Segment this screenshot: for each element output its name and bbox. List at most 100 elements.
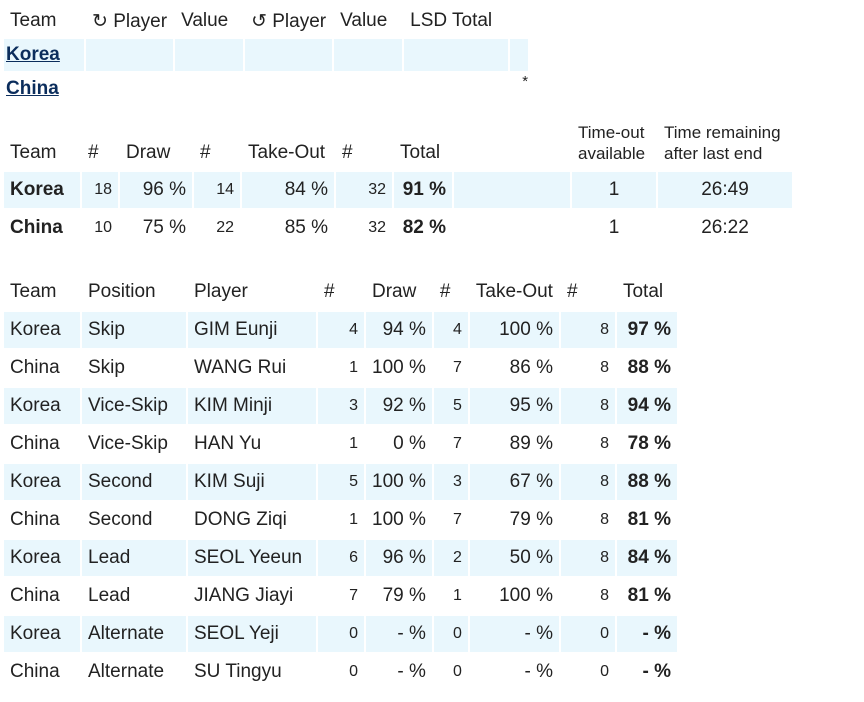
total-count: 32: [368, 219, 386, 236]
lsd-value-1: [175, 73, 243, 105]
total-count: 0: [600, 663, 609, 680]
total-pct: 88 %: [616, 464, 677, 500]
total-count: 8: [600, 511, 609, 528]
total-pct: 88 %: [627, 357, 671, 378]
teams-header-timeout: Time-out available: [572, 118, 656, 170]
team-name: Korea: [4, 172, 80, 208]
lsd-header-total: LSD Total: [410, 10, 493, 31]
player-name: SU Tingyu: [194, 661, 282, 682]
player-team: China: [10, 585, 60, 606]
players-header-takeout: Take-Out: [475, 281, 553, 302]
total-count: 8: [600, 435, 609, 452]
draw-pct: 96 %: [366, 540, 432, 576]
total-pct: 78 %: [627, 433, 671, 454]
takeout-pct: - %: [524, 661, 553, 682]
player-row: China Lead JIANG Jiayi 7 79 % 1 100 % 8 81 %: [4, 578, 677, 614]
takeout-count: 7: [452, 359, 462, 376]
lsd-header-value-1: Value: [181, 10, 229, 31]
team-link-china[interactable]: China: [6, 78, 59, 99]
player-position: Second: [88, 509, 153, 530]
lsd-player-1: [86, 39, 174, 71]
draw-pct: 92 %: [366, 388, 432, 424]
players-header-total: Total: [622, 281, 664, 302]
draw-pct: - %: [397, 661, 426, 682]
takeout-count: 3: [433, 464, 468, 500]
player-row: Korea Second KIM Suji 5 100 % 3 67 % 8 88 %: [4, 464, 677, 500]
player-position: Alternate: [82, 616, 186, 652]
team-name: China: [10, 217, 63, 238]
draw-count: 1: [349, 511, 358, 528]
total-count: 8: [560, 540, 615, 576]
timeout-line-2: available: [578, 144, 646, 163]
player-row: Korea Lead SEOL Yeeun 6 96 % 2 50 % 8 84 %: [4, 540, 677, 576]
player-team: China: [10, 509, 60, 530]
takeout-pct: 67 %: [469, 464, 559, 500]
player-position: Vice-Skip: [88, 433, 168, 454]
total-pct: 84 %: [616, 540, 677, 576]
player-row: China Second DONG Ziqi 1 100 % 7 79 % 8 81 %: [4, 502, 677, 538]
spacer-cell: [454, 210, 570, 246]
takeout-count: 7: [452, 511, 462, 528]
lsd-marker: *: [522, 73, 529, 90]
players-header-player: Player: [194, 281, 248, 302]
lsd-value-2: [334, 73, 402, 105]
total-count: 8: [560, 388, 615, 424]
takeout-pct: 100 %: [469, 312, 559, 348]
player-row: China Alternate SU Tingyu 0 - % 0 - % 0 - %: [4, 654, 677, 690]
lsd-header-player-counterclockwise: ↺ Player: [251, 10, 327, 32]
player-name: KIM Minji: [188, 388, 316, 424]
team-row: China 10 75 % 22 85 % 32 82 % 1 26:22: [4, 210, 792, 246]
timeout-available: 1: [608, 217, 620, 238]
takeout-count: 14: [194, 172, 240, 208]
draw-count: 1: [349, 435, 358, 452]
time-remaining-line-2: after last end: [664, 144, 763, 163]
player-team: China: [10, 433, 60, 454]
lsd-team-cell: Korea: [4, 39, 84, 71]
players-header-position: Position: [88, 281, 156, 302]
draw-pct: 100 %: [372, 357, 426, 378]
draw-pct: 94 %: [366, 312, 432, 348]
player-row: Korea Alternate SEOL Yeji 0- % 0- % 0- %: [4, 616, 677, 652]
lsd-player-2: [245, 73, 332, 105]
players-header-row: Team Position Player # Draw # Take-Out #…: [4, 274, 677, 310]
total-count: 32: [336, 172, 392, 208]
total-pct: 81 %: [627, 509, 671, 530]
players-header-takeout-count: #: [439, 281, 451, 302]
takeout-count: 0: [452, 663, 462, 680]
player-name: JIANG Jiayi: [194, 585, 294, 606]
player-row: China Vice-Skip HAN Yu 1 0 % 7 89 % 8 78 %: [4, 426, 677, 462]
player-team: Korea: [4, 464, 80, 500]
draw-count: 10: [94, 219, 112, 236]
draw-pct: 75 %: [142, 217, 186, 238]
draw-count: 5: [318, 464, 364, 500]
teams-header-takeout-count: #: [200, 142, 211, 163]
lsd-value-1: [175, 39, 244, 71]
timeout-line-1: Time-out: [578, 123, 645, 142]
lsd-player-1: [86, 73, 173, 105]
player-team: Korea: [4, 388, 80, 424]
player-team: Korea: [4, 616, 80, 652]
lsd-player-2: [245, 39, 333, 71]
takeout-pct: 85 %: [284, 217, 328, 238]
total-pct: - %: [616, 616, 677, 652]
teams-header-total: Total: [400, 142, 441, 163]
teams-header-takeout: Take-Out: [248, 142, 326, 163]
total-count: 8: [600, 587, 609, 604]
lsd-table: Team ↻ Player Value ↺ Player Value LSD T…: [2, 3, 530, 107]
total-count: 8: [600, 359, 609, 376]
player-position: Skip: [88, 357, 125, 378]
lsd-header-marker: [510, 5, 528, 37]
player-name: GIM Eunji: [188, 312, 316, 348]
lsd-header-team: Team: [10, 10, 57, 31]
team-link-korea[interactable]: Korea: [6, 44, 60, 65]
draw-count: 7: [349, 587, 358, 604]
players-header-team: Team: [10, 281, 57, 302]
draw-pct: 79 %: [382, 585, 426, 606]
players-header-draw-count: #: [324, 281, 335, 302]
teams-header-spacer: [454, 118, 570, 170]
player-team: Korea: [4, 312, 80, 348]
teams-header-total-count: #: [342, 142, 353, 163]
takeout-pct: 89 %: [509, 433, 553, 454]
player-row: Korea Vice-Skip KIM Minji 3 92 % 5 95 % 8 94 %: [4, 388, 677, 424]
draw-count: 1: [349, 359, 358, 376]
